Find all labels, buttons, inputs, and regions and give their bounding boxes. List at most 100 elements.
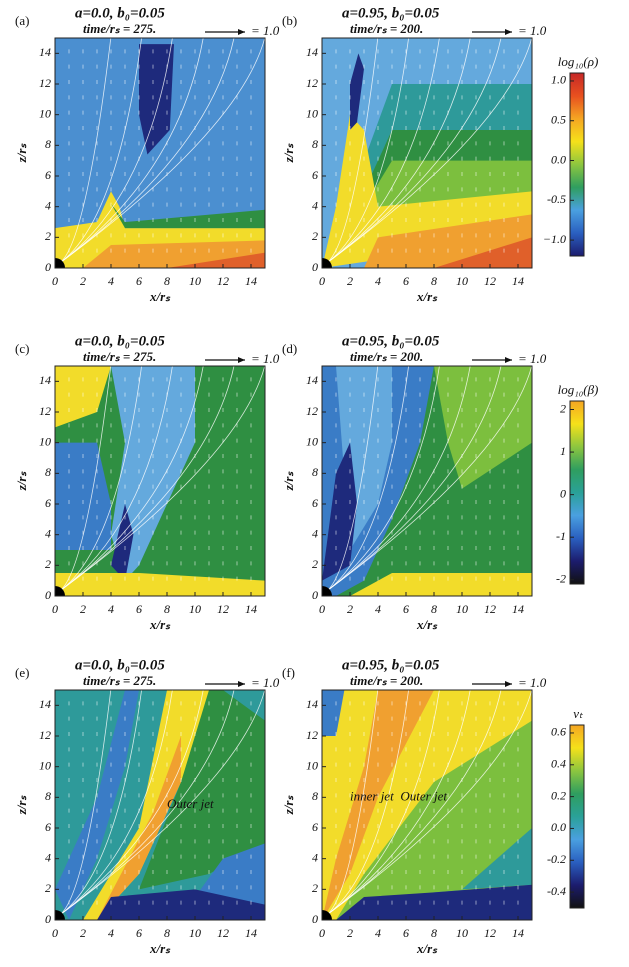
field-region xyxy=(322,690,345,736)
x-tick-label: 8 xyxy=(431,274,437,288)
y-axis-label: z/rₛ xyxy=(14,795,29,816)
panel-title: a=0.0, b₀=0.05 xyxy=(75,5,165,21)
y-tick-label: 12 xyxy=(39,728,51,742)
field-region xyxy=(139,44,174,155)
black-hole xyxy=(55,586,65,596)
vector-scale-head xyxy=(238,357,245,363)
x-tick-label: 10 xyxy=(189,274,201,288)
streamline xyxy=(325,690,379,916)
y-tick-label: 14 xyxy=(39,697,51,711)
colorbar-tick-label: -0.4 xyxy=(547,884,566,898)
x-tick-label: 0 xyxy=(52,926,58,940)
panel-subtitle: time/rₛ = 200. xyxy=(350,21,423,36)
x-tick-label: 4 xyxy=(108,274,114,288)
vector-scale-head xyxy=(238,681,245,687)
x-axis-label: x/rₛ xyxy=(416,289,438,304)
x-tick-label: 10 xyxy=(456,274,468,288)
x-tick-label: 12 xyxy=(484,274,496,288)
vector-scale-head xyxy=(505,681,512,687)
field-region xyxy=(167,252,265,268)
y-tick-label: 10 xyxy=(306,106,318,120)
field-region xyxy=(322,442,357,581)
streamline xyxy=(325,690,532,916)
x-tick-label: 2 xyxy=(80,926,86,940)
contour-field xyxy=(322,38,532,268)
panel-title: a=0.95, b₀=0.05 xyxy=(342,5,440,21)
x-tick-label: 8 xyxy=(164,274,170,288)
panel-subtitle: time/rₛ = 200. xyxy=(350,673,423,688)
y-axis-label: z/rₛ xyxy=(281,471,296,492)
colorbar-tick-label: -1 xyxy=(556,529,566,543)
x-tick-label: 12 xyxy=(217,926,229,940)
x-tick-label: 10 xyxy=(189,602,201,616)
x-tick-label: 10 xyxy=(456,602,468,616)
x-axis-label: x/rₛ xyxy=(416,617,438,632)
y-tick-label: 4 xyxy=(312,198,318,212)
x-tick-label: 2 xyxy=(80,274,86,288)
x-tick-label: 14 xyxy=(512,274,524,288)
black-hole xyxy=(322,586,332,596)
vector-scale-label: = 1.0 xyxy=(518,675,547,690)
streamline xyxy=(58,690,204,916)
colorbar-tick-label: 0.2 xyxy=(551,788,566,802)
y-tick-label: 4 xyxy=(45,526,51,540)
y-tick-label: 2 xyxy=(45,557,51,571)
contour-field xyxy=(55,366,265,596)
panel-subtitle: time/rₛ = 200. xyxy=(350,349,423,364)
contour-field xyxy=(322,690,532,920)
x-axis-label: x/rₛ xyxy=(149,941,171,956)
x-tick-label: 10 xyxy=(189,926,201,940)
field-region xyxy=(55,690,139,920)
y-tick-label: 10 xyxy=(306,758,318,772)
y-tick-label: 14 xyxy=(39,45,51,59)
vector-scale-label: = 1.0 xyxy=(251,351,280,366)
y-tick-label: 4 xyxy=(312,850,318,864)
x-tick-label: 4 xyxy=(108,602,114,616)
streamline xyxy=(58,366,173,592)
contour-field xyxy=(55,690,265,920)
colorbar-tick-label: 0.5 xyxy=(551,112,566,126)
plot-frame xyxy=(54,689,266,921)
streamline xyxy=(58,690,235,916)
vector-scale-label: = 1.0 xyxy=(251,23,280,38)
annotation: Outer jet xyxy=(167,796,214,811)
x-tick-label: 12 xyxy=(217,274,229,288)
vector-scale-label: = 1.0 xyxy=(518,351,547,366)
y-tick-label: 12 xyxy=(306,76,318,90)
y-axis-label: z/rₛ xyxy=(281,795,296,816)
field-region xyxy=(350,573,532,596)
colorbar-tick-label: 0 xyxy=(560,486,566,500)
streamline xyxy=(58,38,204,264)
streamline xyxy=(325,366,502,592)
streamline xyxy=(58,690,112,916)
vector-scale-head xyxy=(505,29,512,35)
x-tick-label: 12 xyxy=(484,602,496,616)
colorbar-tick-label: 1 xyxy=(560,444,566,458)
colorbar xyxy=(569,724,585,909)
y-tick-label: 8 xyxy=(312,789,318,803)
x-tick-label: 2 xyxy=(347,602,353,616)
streamline xyxy=(58,366,235,592)
y-tick-label: 8 xyxy=(45,789,51,803)
y-axis-label: z/rₛ xyxy=(281,143,296,164)
x-tick-label: 0 xyxy=(319,602,325,616)
y-tick-label: 8 xyxy=(45,465,51,479)
panel-subtitle: time/rₛ = 275. xyxy=(83,349,156,364)
panel-title: a=0.0, b₀=0.05 xyxy=(75,657,165,673)
plot-frame xyxy=(321,37,533,269)
y-tick-label: 10 xyxy=(306,434,318,448)
streamline xyxy=(325,366,532,592)
x-axis-label: x/rₛ xyxy=(149,617,171,632)
y-tick-label: 10 xyxy=(39,434,51,448)
y-tick-label: 6 xyxy=(312,168,318,182)
streamline xyxy=(58,690,265,916)
streamline xyxy=(325,38,532,264)
colorbar xyxy=(569,72,585,257)
x-tick-label: 6 xyxy=(136,274,142,288)
y-tick-label: 0 xyxy=(45,260,51,274)
y-axis-label: z/rₛ xyxy=(14,143,29,164)
annotation: Outer jet xyxy=(400,788,447,803)
streamline xyxy=(58,366,112,592)
field-region xyxy=(111,203,265,229)
